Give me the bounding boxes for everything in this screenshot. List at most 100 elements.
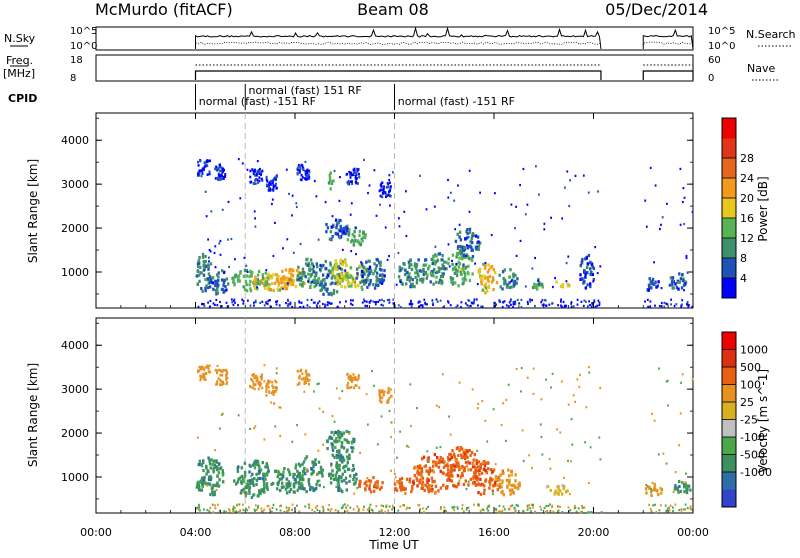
echo-cell xyxy=(494,481,497,485)
echo-cell xyxy=(674,282,677,286)
sparse-echo-cell xyxy=(346,504,349,507)
echo-cell xyxy=(508,285,511,290)
echo-cell xyxy=(345,231,348,235)
sparse-echo-cell xyxy=(330,508,333,511)
upper-echo-cell xyxy=(206,364,209,368)
echo-cell xyxy=(430,476,434,480)
echo-cell xyxy=(313,461,316,465)
echo-cell xyxy=(484,264,487,268)
echo-cell xyxy=(252,281,255,285)
echo-cell xyxy=(272,273,275,277)
echo-cell xyxy=(475,477,478,481)
sparse-echo-cell xyxy=(246,270,249,273)
sparse-echo-cell xyxy=(265,302,268,305)
echo-cell xyxy=(353,475,356,479)
echo-cell xyxy=(350,441,354,445)
upper-echo-cell xyxy=(386,182,389,185)
sparse-echo-cell xyxy=(385,504,388,507)
echo-cell xyxy=(216,481,219,485)
echo-cell xyxy=(218,478,221,482)
echo-cell xyxy=(461,277,464,281)
echo-cell xyxy=(483,274,486,278)
sparse-echo-cell xyxy=(344,269,347,272)
sparse-echo-cell xyxy=(587,511,589,514)
echo-cell xyxy=(561,483,564,488)
sparse-echo-cell xyxy=(352,508,355,511)
echo-cell xyxy=(479,492,483,496)
sparse-echo-cell xyxy=(653,261,655,264)
sparse-echo-cell xyxy=(565,304,567,308)
upper-echo-cell xyxy=(378,393,381,397)
echo-cell xyxy=(237,465,240,469)
sparse-echo-cell xyxy=(220,305,223,308)
echo-cell xyxy=(399,488,403,492)
echo-cell xyxy=(334,281,337,286)
velocity-colorbar-tick-label-2: 100 xyxy=(740,379,761,392)
echo-cell xyxy=(472,476,475,480)
echo-cell xyxy=(218,462,221,466)
echo-cell xyxy=(423,465,426,469)
echo-cell xyxy=(408,477,412,481)
echo-cell xyxy=(503,268,506,272)
sparse-echo-cell xyxy=(581,506,584,509)
echo-cell xyxy=(343,469,347,473)
echo-cell xyxy=(678,479,681,484)
echo-cell xyxy=(328,173,331,177)
echo-cell xyxy=(347,284,351,288)
sparse-echo-cell xyxy=(237,511,240,514)
echo-cell xyxy=(209,466,212,470)
echo-cell xyxy=(354,239,357,243)
echo-cell xyxy=(240,474,243,479)
echo-cell xyxy=(331,453,334,457)
nsky-trace-1 xyxy=(642,28,694,50)
echo-cell xyxy=(674,487,677,491)
upper-echo-cell xyxy=(217,173,220,177)
power-y-axis-label: Slant Range [km] xyxy=(26,159,40,263)
upper-echo-cell xyxy=(298,164,301,168)
sparse-echo-cell xyxy=(257,504,260,508)
echo-cell xyxy=(368,259,371,263)
echo-cell xyxy=(337,430,341,434)
echo-cell xyxy=(469,240,472,244)
echo-cell xyxy=(475,458,478,462)
echo-cell xyxy=(327,292,330,296)
echo-cell xyxy=(310,281,313,285)
echo-cell xyxy=(348,479,351,483)
sparse-echo-cell xyxy=(209,506,212,510)
echo-cell xyxy=(287,468,290,472)
echo-cell xyxy=(342,274,346,278)
upper-echo-cell xyxy=(252,374,255,377)
echo-cell xyxy=(348,430,351,435)
sparse-echo-cell xyxy=(682,187,685,190)
sparse-echo-cell xyxy=(669,504,672,507)
echo-cell xyxy=(415,278,419,282)
upper-echo-cell xyxy=(251,373,254,377)
upper-echo-cell xyxy=(305,369,308,373)
sparse-echo-cell xyxy=(583,506,586,509)
sparse-echo-cell xyxy=(261,300,264,303)
echo-cell xyxy=(343,438,346,442)
sparse-echo-cell xyxy=(520,306,523,309)
echo-cell xyxy=(349,240,353,244)
echo-cell xyxy=(491,469,494,473)
echo-cell xyxy=(337,435,340,439)
sparse-echo-cell xyxy=(265,269,268,272)
echo-cell xyxy=(268,283,271,287)
echo-cell xyxy=(472,465,475,469)
sparse-echo-cell xyxy=(442,306,445,309)
sparse-echo-cell xyxy=(520,367,523,370)
upper-echo-cell xyxy=(204,162,207,165)
upper-echo-cell xyxy=(346,373,349,376)
sparse-echo-cell xyxy=(386,258,389,261)
sparse-echo-cell xyxy=(561,305,563,308)
sparse-echo-cell xyxy=(524,285,527,288)
upper-echo-cell xyxy=(346,383,349,387)
sparse-echo-cell xyxy=(368,509,370,512)
echo-cell xyxy=(445,486,448,490)
upper-echo-cell xyxy=(252,170,255,173)
echo-cell xyxy=(436,270,439,274)
echo-cell xyxy=(235,482,238,486)
upper-echo-cell xyxy=(357,374,360,377)
echo-cell xyxy=(250,273,253,277)
echo-cell xyxy=(283,277,286,281)
